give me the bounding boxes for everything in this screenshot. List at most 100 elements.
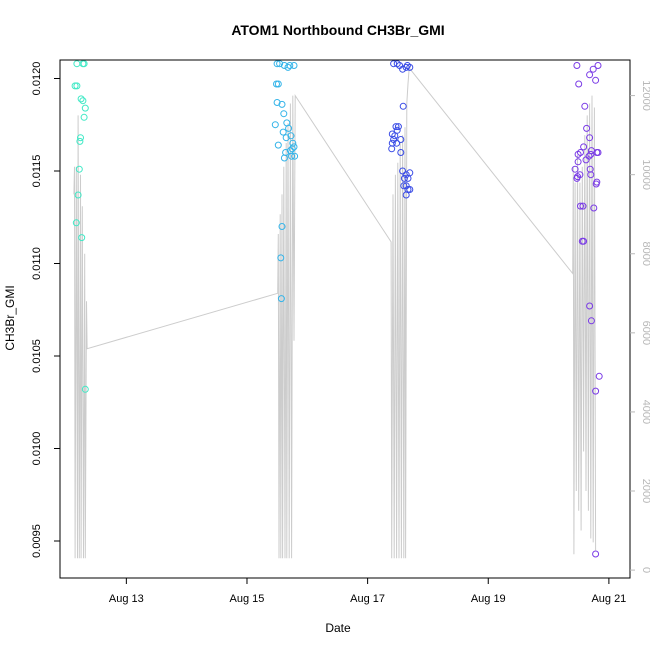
data-point — [399, 65, 407, 73]
data-point — [586, 71, 594, 79]
data-point — [587, 150, 595, 158]
data-point — [404, 174, 412, 182]
data-point — [575, 80, 583, 88]
data-point — [406, 186, 414, 193]
data-point — [402, 171, 410, 179]
data-point — [279, 128, 287, 136]
y-tick-label: 0.0095 — [31, 524, 43, 558]
x-tick-label: Aug 19 — [471, 593, 506, 605]
data-point — [593, 178, 601, 186]
data-point — [587, 317, 595, 325]
data-point — [402, 63, 410, 71]
data-point — [590, 204, 598, 212]
data-point — [578, 237, 586, 245]
data-point — [399, 167, 407, 175]
data-point — [273, 60, 281, 68]
data-point — [388, 145, 396, 153]
data-point — [81, 385, 89, 393]
data-point — [581, 102, 589, 110]
data-point — [577, 202, 584, 210]
data-point — [76, 137, 84, 145]
data-point — [273, 80, 280, 88]
data-point — [271, 121, 279, 129]
data-point — [282, 134, 290, 142]
altitude-line — [73, 66, 597, 559]
y-tick-label: 0.0110 — [31, 247, 43, 280]
data-point — [274, 141, 282, 149]
data-point — [402, 191, 410, 199]
x-tick-label: Aug 15 — [230, 593, 265, 605]
data-point — [594, 62, 602, 69]
y2-tick-label: 10000 — [640, 159, 650, 190]
data-point — [77, 134, 84, 142]
data-point — [72, 219, 80, 227]
y-tick-label: 0.0100 — [31, 432, 43, 466]
data-point — [78, 234, 86, 242]
data-point — [278, 223, 286, 230]
data-point — [276, 60, 284, 68]
data-point — [397, 136, 405, 143]
y-tick-label: 0.0105 — [31, 339, 43, 373]
data-point — [278, 100, 286, 108]
data-point — [280, 154, 288, 162]
data-point — [80, 113, 88, 121]
data-point — [586, 302, 594, 310]
x-tick-label: Aug 13 — [109, 593, 144, 605]
y-axis-label: CH3Br_GMI — [3, 285, 17, 350]
data-point — [589, 65, 597, 73]
data-point — [290, 143, 298, 151]
data-point — [406, 63, 414, 71]
y2-tick-label: 2000 — [640, 479, 650, 503]
chart-title: ATOM1 Northbound CH3Br_GMI — [231, 22, 444, 38]
data-point — [288, 152, 296, 160]
x-tick-label: Aug 21 — [591, 593, 626, 605]
data-point — [277, 295, 285, 303]
data-point — [582, 156, 590, 164]
data-point — [400, 174, 408, 182]
data-point — [397, 149, 405, 156]
data-point — [399, 102, 407, 110]
data-point — [573, 62, 581, 69]
data-point — [291, 152, 299, 160]
data-point — [571, 165, 579, 173]
data-point — [402, 182, 410, 190]
data-point — [79, 97, 87, 105]
plot-frame — [59, 59, 631, 579]
data-point — [574, 150, 582, 158]
data-point — [580, 143, 588, 151]
data-point — [290, 62, 298, 69]
data-point — [81, 104, 89, 112]
data-point — [73, 82, 81, 90]
data-point — [75, 165, 83, 173]
data-point — [579, 202, 587, 210]
data-point — [285, 124, 293, 132]
data-point — [586, 134, 594, 142]
y2-tick-label: 0 — [640, 567, 650, 573]
y2-tick-label: 12000 — [640, 80, 650, 111]
data-point — [284, 63, 292, 71]
data-point — [277, 254, 285, 262]
y2-tick-label: 4000 — [640, 400, 650, 424]
data-point — [583, 124, 591, 132]
data-point — [287, 132, 295, 140]
y2-tick-label: 8000 — [640, 242, 650, 266]
y-tick-label: 0.0115 — [31, 155, 43, 188]
data-point — [391, 132, 399, 140]
data-point — [280, 62, 288, 69]
data-point — [392, 123, 400, 131]
data-point — [80, 60, 88, 68]
data-point — [594, 149, 602, 156]
x-axis-label: Date — [325, 621, 351, 635]
data-point — [592, 76, 600, 84]
data-point — [394, 123, 402, 131]
data-point — [74, 191, 82, 199]
data-point — [280, 110, 288, 118]
data-point — [592, 387, 600, 395]
data-point — [573, 174, 581, 182]
y-tick-label: 0.0120 — [31, 62, 43, 96]
y2-tick-label: 6000 — [640, 321, 650, 345]
data-point — [288, 145, 296, 153]
